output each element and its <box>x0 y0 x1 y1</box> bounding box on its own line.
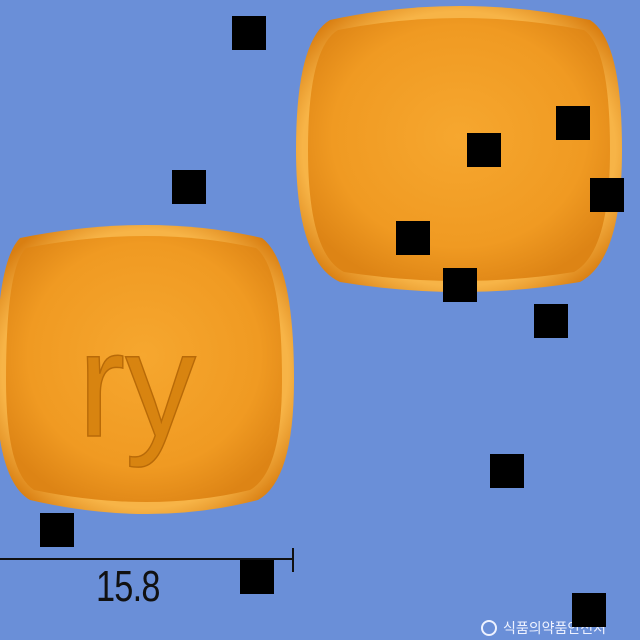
pill-imprint: ry <box>78 300 196 468</box>
pill-front-view: ry <box>0 225 294 514</box>
occlusion-square <box>40 513 74 547</box>
size-scale-bar <box>0 548 294 572</box>
occlusion-square <box>534 304 568 338</box>
occlusion-square <box>556 106 590 140</box>
occlusion-square <box>443 268 477 302</box>
occlusion-square <box>572 593 606 627</box>
pill-back-view <box>296 6 622 292</box>
size-scale-label: 15.8 <box>96 562 160 611</box>
agency-logo-icon <box>480 620 497 636</box>
occlusion-square <box>240 560 274 594</box>
occlusion-square <box>232 16 266 50</box>
occlusion-square <box>490 454 524 488</box>
occlusion-square <box>396 221 430 255</box>
occlusion-square <box>172 170 206 204</box>
occlusion-square <box>590 178 624 212</box>
occlusion-square <box>467 133 501 167</box>
